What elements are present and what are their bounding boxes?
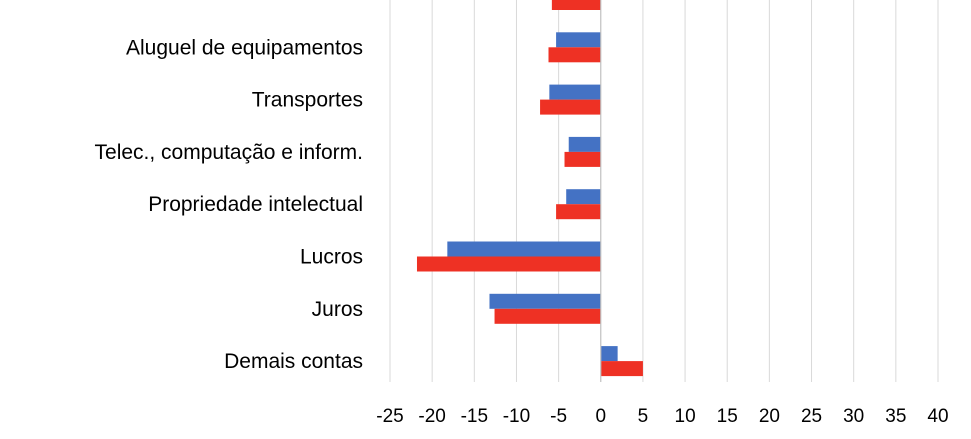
category-label: Transportes — [252, 89, 363, 112]
x-tick-label: -25 — [376, 406, 403, 427]
bar — [416, 256, 601, 272]
x-tick-label: -5 — [550, 406, 567, 427]
x-tick-label: -15 — [461, 406, 488, 427]
x-tick-label: 20 — [759, 406, 780, 427]
bar — [556, 32, 601, 48]
bar — [556, 204, 601, 220]
bar — [549, 84, 601, 100]
x-tick-label: 35 — [885, 406, 906, 427]
bar — [447, 241, 601, 257]
x-tick-label: 25 — [801, 406, 822, 427]
x-tick-label: -20 — [418, 406, 445, 427]
gridlines — [389, 0, 939, 382]
x-tick-label: 5 — [638, 406, 649, 427]
x-tick-label: 40 — [927, 406, 948, 427]
x-tick-label: -10 — [503, 406, 530, 427]
x-tick-labels: -25 -20 -15 -10 -5 0 5 10 15 20 25 30 35 40 — [376, 406, 948, 427]
category-label: Aluguel de equipamentos — [126, 36, 363, 59]
bar — [540, 99, 601, 115]
x-tick-label: 15 — [717, 406, 738, 427]
bar — [564, 151, 601, 167]
bar — [568, 136, 601, 152]
bars — [416, 0, 643, 377]
x-tick-label: 30 — [843, 406, 864, 427]
x-tick-label: 10 — [675, 406, 696, 427]
bar — [566, 189, 601, 205]
bar — [600, 346, 618, 362]
category-labels: Aluguel de equipamentos Transportes Telec.… — [95, 36, 363, 373]
x-tick-label: 0 — [595, 406, 606, 427]
category-label: Lucros — [300, 246, 363, 269]
bar — [548, 47, 601, 63]
bar — [494, 308, 601, 324]
bar — [551, 0, 601, 10]
category-label: Demais contas — [224, 350, 363, 373]
bar — [489, 293, 601, 309]
bar — [600, 361, 643, 377]
category-label: Propriedade intelectual — [148, 193, 363, 216]
category-label: Telec., computação e inform. — [95, 141, 363, 164]
category-label: Juros — [312, 298, 363, 321]
